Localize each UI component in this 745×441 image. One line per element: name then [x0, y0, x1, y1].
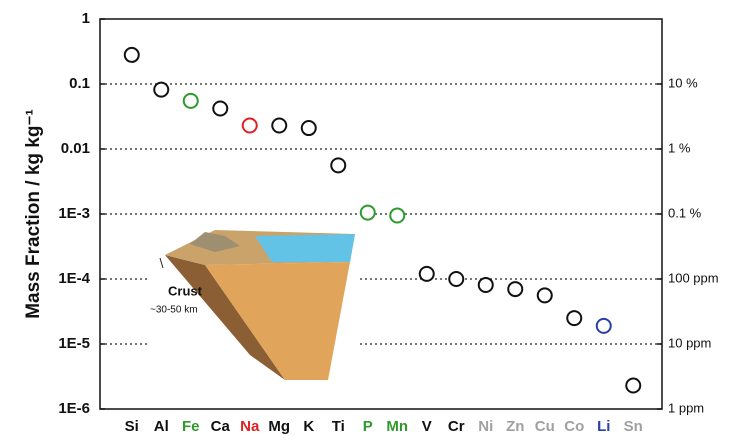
y2-tick-label: 100 ppm — [668, 270, 719, 285]
data-point — [390, 208, 404, 222]
x-tick-label: Ca — [211, 418, 231, 435]
y-tick-label: 0.1 — [69, 75, 90, 92]
y-tick-label: 0.01 — [61, 140, 90, 157]
x-tick-label: Cu — [535, 418, 555, 435]
x-tick-label: Mg — [268, 418, 290, 435]
y2-tick-label: 1 % — [668, 140, 691, 155]
x-tick-label: Mn — [386, 418, 408, 435]
y-tick-label: 1E-3 — [58, 205, 90, 222]
data-point — [243, 118, 257, 132]
x-tick-label: Al — [154, 418, 169, 435]
y2-tick-label: 0.1 % — [668, 205, 702, 220]
data-point — [508, 282, 522, 296]
annotation: Crust — [168, 283, 203, 298]
y-axis-label: Mass Fraction / kg kg⁻¹ — [23, 109, 44, 319]
y2-tick-label: 1 ppm — [668, 400, 704, 415]
data-point — [567, 311, 581, 325]
chart: Mass Fraction / kg kg⁻¹ 1 0.1 0.01 1E-3 1E-4… — [0, 0, 745, 441]
x-tick-label: Zn — [506, 418, 524, 435]
y-tick-label: 1 — [82, 10, 90, 27]
data-point — [213, 101, 227, 115]
y-tick-label: 1E-6 — [58, 400, 90, 417]
y2-tick-label: 10 % — [668, 75, 698, 90]
data-point — [125, 48, 139, 62]
x-tick-label: Cr — [448, 418, 465, 435]
annotation: ~30-50 km — [150, 305, 198, 316]
data-point — [479, 278, 493, 292]
x-tick-label: K — [303, 418, 314, 435]
x-tick-label: Na — [240, 418, 260, 435]
data-point — [302, 121, 316, 135]
data-point — [597, 319, 611, 333]
data-point — [626, 378, 640, 392]
x-tick-label: Ti — [332, 418, 345, 435]
data-point — [184, 94, 198, 108]
x-tick-label: Co — [564, 418, 584, 435]
y-tick-label: 1E-4 — [58, 270, 90, 287]
y-tick-label: 1E-5 — [58, 335, 90, 352]
x-tick-label: Sn — [624, 418, 643, 435]
data-point — [449, 272, 463, 286]
ocean — [255, 234, 355, 262]
data-point — [420, 267, 434, 281]
y2-tick-label: 10 ppm — [668, 335, 711, 350]
x-tick-label: Fe — [182, 418, 200, 435]
data-point — [538, 288, 552, 302]
x-tick-label: Ni — [478, 418, 493, 435]
data-point — [361, 206, 375, 220]
x-tick-label: Li — [597, 418, 610, 435]
data-point — [331, 158, 345, 172]
data-point — [154, 83, 168, 97]
x-tick-label: Si — [125, 418, 139, 435]
x-tick-label: P — [363, 418, 373, 435]
data-point — [272, 118, 286, 132]
x-tick-label: V — [422, 418, 432, 435]
